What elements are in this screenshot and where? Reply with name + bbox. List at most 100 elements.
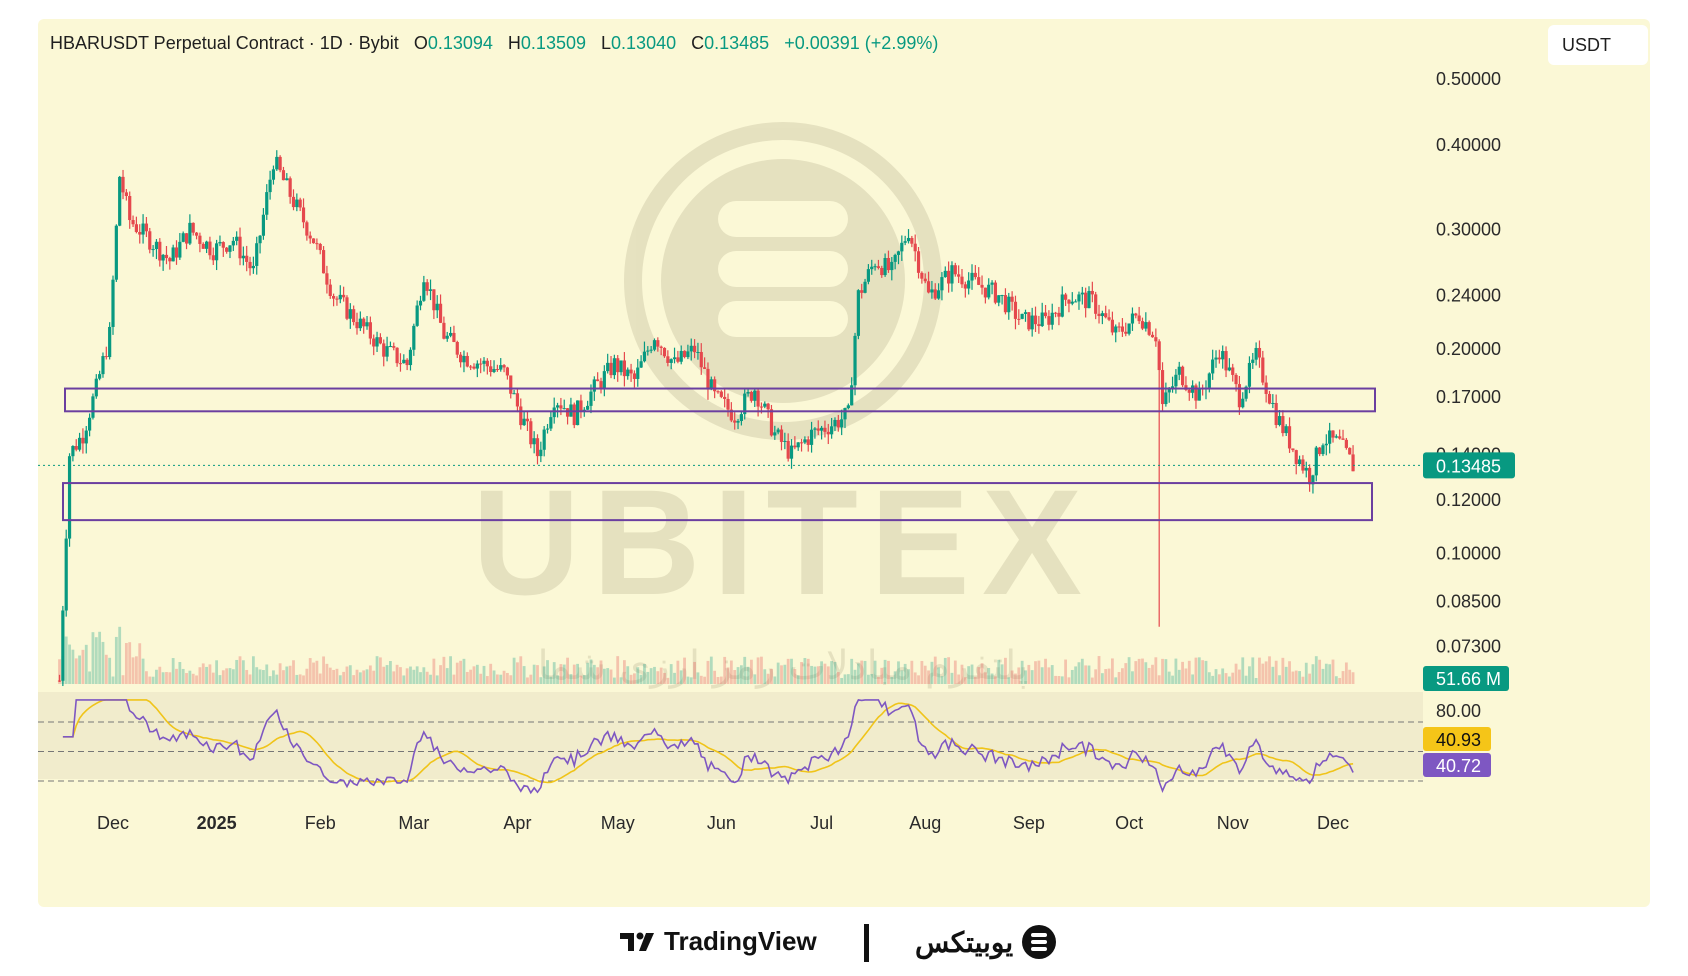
candle-body	[332, 295, 336, 299]
volume-bar	[248, 674, 252, 684]
volume-bar	[826, 666, 830, 684]
candle-body	[211, 255, 215, 261]
volume-bar	[713, 670, 717, 684]
volume-bar	[1301, 676, 1305, 684]
candle-body	[432, 289, 436, 311]
candle-body	[656, 340, 660, 347]
volume-bar	[1187, 660, 1191, 684]
candle-body	[1114, 326, 1118, 333]
volume-bar	[171, 658, 175, 684]
volume-bar	[502, 670, 506, 684]
volume-bar	[148, 676, 152, 684]
volume-bar	[980, 663, 984, 684]
volume-bar	[475, 664, 479, 684]
volume-bar	[375, 656, 379, 684]
candle-body	[572, 404, 576, 426]
price-tick-label: 0.08500	[1436, 591, 1501, 611]
volume-bar	[917, 675, 920, 684]
volume-bar	[653, 666, 656, 684]
volume-bar	[649, 668, 653, 684]
candle-body	[1301, 459, 1305, 471]
volume-bar	[405, 668, 409, 684]
volume-bar	[114, 636, 118, 684]
volume-bar	[1050, 665, 1054, 684]
volume-bar	[409, 666, 412, 684]
candle-body	[345, 297, 349, 319]
price-tick-label: 0.30000	[1436, 220, 1501, 240]
candle-body	[1304, 467, 1308, 471]
candle-body	[1294, 450, 1298, 465]
candle-body	[652, 340, 657, 350]
volume-bar	[576, 663, 580, 684]
candle-body	[512, 393, 516, 395]
volume-bar	[923, 665, 927, 684]
high-value: 0.13509	[520, 33, 586, 53]
price-chart[interactable]: UBITEX پلتفرم مبادلات رمز ارزی شما 0.50000…	[38, 19, 1650, 907]
volume-bar	[609, 669, 613, 684]
volume-bar	[850, 658, 854, 684]
volume-bar	[205, 666, 208, 684]
candle-body	[74, 446, 78, 450]
watermark-tagline: پلتفرم مبادلات رمز ارزی شما	[537, 643, 1028, 689]
volume-bar	[81, 649, 85, 684]
volume-bar	[689, 677, 693, 684]
volume-bar	[1144, 662, 1148, 684]
volume-bar	[800, 662, 803, 684]
candle-body	[579, 400, 583, 412]
volume-bar	[709, 656, 713, 684]
ubitex-logo: یوبیتکس	[915, 924, 1057, 960]
candle-body	[124, 192, 128, 197]
volume-bar	[997, 659, 1001, 684]
candle-body	[1297, 459, 1302, 465]
candle-body	[204, 241, 209, 249]
candle-body	[916, 251, 921, 273]
volume-bar	[686, 676, 690, 684]
volume-bar	[1214, 669, 1218, 684]
volume-bar	[459, 660, 463, 684]
candle-body	[542, 429, 546, 450]
candle-body	[1033, 315, 1038, 325]
candle-body	[1284, 426, 1288, 434]
candle-body	[1251, 359, 1255, 363]
candle-body	[141, 223, 145, 235]
volume-bar	[763, 669, 767, 684]
volume-bar	[1131, 671, 1134, 684]
candle-body	[622, 360, 626, 377]
chart-header: HBARUSDT Perpetual Contract · 1D · Bybit…	[50, 33, 938, 54]
candle-body	[977, 277, 981, 285]
volume-bar	[927, 670, 930, 684]
volume-bar	[178, 662, 182, 684]
volume-bar	[449, 656, 452, 684]
candle-body	[161, 254, 165, 261]
candle-body	[1127, 323, 1131, 334]
volume-bar	[1201, 660, 1205, 684]
candle-body	[562, 408, 566, 410]
volume-bar	[1134, 661, 1138, 684]
candle-body	[940, 277, 944, 291]
candle-body	[659, 346, 663, 348]
candle-body	[1180, 366, 1185, 386]
volume-bar	[639, 674, 643, 684]
candle-body	[1017, 318, 1021, 320]
volume-bar	[542, 666, 546, 684]
volume-bar	[308, 658, 312, 684]
volume-bar	[1338, 677, 1342, 684]
candle-body	[1311, 475, 1315, 485]
volume-bar	[1271, 666, 1275, 684]
candle-body	[736, 421, 740, 423]
candle-body	[893, 254, 897, 262]
volume-bar	[646, 671, 650, 684]
volume-bar	[1164, 659, 1168, 684]
candle-body	[321, 250, 326, 274]
volume-bar	[489, 663, 493, 684]
candle-body	[1341, 438, 1345, 440]
candle-body	[1281, 416, 1285, 434]
volume-bar	[455, 662, 459, 684]
volume-bar	[706, 660, 710, 684]
volume-bar	[378, 657, 382, 684]
candle-body	[208, 241, 212, 256]
candle-body	[662, 347, 667, 357]
volume-bar	[1211, 675, 1215, 684]
volume-bar	[866, 674, 870, 684]
currency-unit-button[interactable]: USDT	[1548, 25, 1648, 65]
